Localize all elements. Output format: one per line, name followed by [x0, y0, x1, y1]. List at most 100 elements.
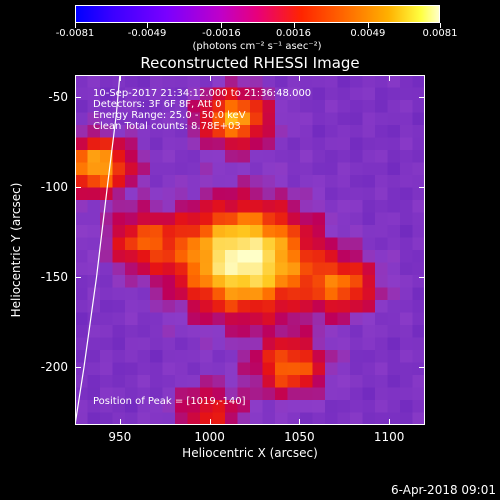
heatmap-cell: [337, 275, 351, 289]
heatmap-cell: [275, 225, 289, 239]
colorbar-tick: [293, 23, 295, 28]
heatmap-cell: [387, 187, 401, 201]
heatmap-cell: [112, 137, 126, 151]
heatmap-cell: [87, 212, 101, 226]
heatmap-cell: [175, 212, 189, 226]
info-time-range: 10-Sep-2017 21:34:12.000 to 21:36:48.000: [93, 88, 312, 99]
heatmap-cell: [125, 212, 139, 226]
heatmap-cell: [412, 137, 425, 151]
heatmap-cell: [400, 362, 414, 376]
heatmap-cell: [412, 162, 425, 176]
heatmap-cell: [212, 300, 226, 314]
heatmap-cell: [162, 175, 176, 189]
heatmap-cell: [225, 337, 239, 351]
heatmap-cell: [250, 162, 264, 176]
heatmap-cell: [400, 162, 414, 176]
heatmap-cell: [262, 325, 276, 339]
heatmap-cell: [100, 375, 114, 389]
heatmap-cell: [150, 137, 164, 151]
heatmap-cell: [200, 87, 214, 101]
heatmap-cell: [337, 225, 351, 239]
heatmap-cell: [137, 312, 151, 326]
heatmap-cell: [137, 75, 151, 89]
heatmap-cell: [87, 100, 101, 114]
heatmap-cell: [162, 337, 176, 351]
heatmap-cell: [125, 175, 139, 189]
heatmap-cell: [325, 150, 339, 164]
heatmap-cell: [150, 75, 164, 89]
heatmap-cell: [75, 75, 89, 89]
heatmap-cell: [412, 287, 425, 301]
heatmap-cell: [250, 237, 264, 251]
heatmap-cell: [150, 350, 164, 364]
heatmap-cell: [212, 75, 226, 89]
heatmap-cell: [237, 400, 251, 414]
heatmap-cell: [387, 137, 401, 151]
heatmap-cell: [100, 112, 114, 126]
heatmap-cell: [400, 412, 414, 425]
heatmap-cell: [300, 175, 314, 189]
heatmap-cell: [75, 175, 89, 189]
heatmap-cell: [325, 200, 339, 214]
heatmap-cell: [237, 162, 251, 176]
heatmap-cell: [287, 175, 301, 189]
heatmap-cell: [237, 112, 251, 126]
heatmap-cell: [362, 387, 376, 401]
heatmap-cell: [387, 112, 401, 126]
heatmap-cell: [350, 362, 364, 376]
heatmap-cell: [225, 287, 239, 301]
heatmap-cell: [275, 150, 289, 164]
heatmap-cell: [287, 87, 301, 101]
heatmap-cell: [200, 300, 214, 314]
heatmap-cell: [350, 137, 364, 151]
heatmap-cell: [237, 100, 251, 114]
heatmap-cell: [350, 100, 364, 114]
heatmap-cell: [262, 150, 276, 164]
heatmap-cell: [262, 337, 276, 351]
heatmap-cell: [400, 387, 414, 401]
heatmap-cell: [362, 187, 376, 201]
heatmap-cell: [300, 375, 314, 389]
y-tick-label: -200: [40, 360, 68, 375]
x-axis-tick: [299, 419, 301, 425]
heatmap-cell: [112, 312, 126, 326]
heatmap-cell: [125, 387, 139, 401]
heatmap-cell: [300, 287, 314, 301]
heatmap-cell: [287, 300, 301, 314]
heatmap-cell: [262, 412, 276, 425]
heatmap-cell: [337, 87, 351, 101]
heatmap-cell: [112, 225, 126, 239]
heatmap-cell: [312, 300, 326, 314]
heatmap-cell: [237, 375, 251, 389]
heatmap-cell: [312, 400, 326, 414]
heatmap-cell: [200, 125, 214, 139]
heatmap-cell: [337, 162, 351, 176]
heatmap-cell: [362, 237, 376, 251]
heatmap-cell: [225, 275, 239, 289]
heatmap-cell: [300, 400, 314, 414]
heatmap-cell: [387, 375, 401, 389]
heatmap-cell: [400, 175, 414, 189]
colorbar-tick: [147, 23, 149, 28]
y-axis-tick: [419, 96, 425, 98]
heatmap-cell: [387, 262, 401, 276]
heatmap-cell: [75, 237, 89, 251]
heatmap-cell: [100, 337, 114, 351]
heatmap-cell: [100, 150, 114, 164]
heatmap-cell: [125, 137, 139, 151]
heatmap-cell: [337, 250, 351, 264]
heatmap-cell: [387, 175, 401, 189]
heatmap-cell: [225, 187, 239, 201]
heatmap-cell: [75, 287, 89, 301]
heatmap-cell: [137, 275, 151, 289]
heatmap-cell: [325, 350, 339, 364]
heatmap-cell: [412, 150, 425, 164]
heatmap-cell: [175, 237, 189, 251]
heatmap-cell: [375, 250, 389, 264]
heatmap-cell: [100, 287, 114, 301]
heatmap-cell: [162, 150, 176, 164]
heatmap-cell: [312, 375, 326, 389]
heatmap-cell: [362, 262, 376, 276]
heatmap-cell: [400, 275, 414, 289]
heatmap-cell: [75, 362, 89, 376]
